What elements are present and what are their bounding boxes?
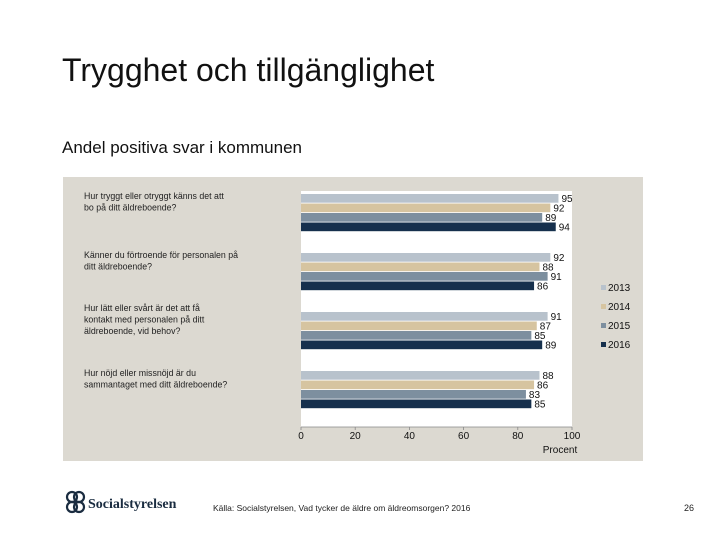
bar-2015-4 (301, 390, 526, 399)
data-label-2015-2: 91 (551, 272, 563, 283)
data-label-2015-1: 89 (545, 213, 557, 224)
legend-label-2016: 2016 (608, 340, 631, 351)
bar-2016-2 (301, 281, 535, 291)
data-label-2014-3: 87 (540, 322, 552, 333)
bar-2013-3 (301, 312, 548, 321)
category-label-4: Hur nöjd eller missnöjd är du sammantaget… (84, 368, 227, 390)
socialstyrelsen-logo: Socialstyrelsen (65, 490, 177, 514)
legend-label-2013: 2013 (608, 283, 631, 294)
x-tick-label-80: 80 (512, 431, 524, 442)
x-tick-label-60: 60 (458, 431, 470, 442)
data-label-2013-2: 92 (553, 253, 565, 264)
data-label-2013-1: 95 (561, 194, 573, 205)
data-label-2013-3: 91 (551, 312, 563, 323)
slide-title: Trygghet och tillgänglighet (62, 52, 435, 88)
bar-2016-1 (301, 222, 556, 232)
legend-label-2014: 2014 (608, 302, 631, 313)
bar-2016-4 (301, 399, 532, 409)
x-tick-label-40: 40 (404, 431, 416, 442)
legend-label-2015: 2015 (608, 321, 631, 332)
data-label-2016-3: 89 (545, 341, 557, 352)
chart-panel: 95 92 89 94 Hur tryggt eller otryggt känns d… (63, 177, 643, 461)
legend-swatch-2013 (601, 285, 606, 290)
bar-2014-1 (301, 203, 551, 213)
bar-2014-2 (301, 262, 540, 272)
data-label-2015-4: 83 (529, 390, 541, 401)
legend-swatch-2016 (601, 342, 606, 347)
category-label-2: Känner du förtroende för personalen på di… (84, 250, 238, 272)
bar-2014-3 (301, 321, 537, 331)
legend-swatch-2014 (601, 304, 606, 309)
logo-wordmark: Socialstyrelsen (88, 497, 177, 512)
x-axis-title: Procent (543, 445, 578, 456)
bar-2013-1 (301, 194, 559, 203)
x-tick-label-100: 100 (564, 431, 581, 442)
data-label-2014-2: 88 (542, 263, 554, 274)
slide-subtitle: Andel positiva svar i kommunen (62, 138, 303, 157)
x-tick-label-0: 0 (298, 431, 304, 442)
data-label-2014-1: 92 (553, 204, 565, 215)
bar-2015-3 (301, 331, 532, 340)
bar-2014-4 (301, 380, 535, 390)
bar-2015-2 (301, 272, 548, 281)
data-label-2016-2: 86 (537, 282, 549, 293)
data-label-2013-4: 88 (542, 371, 554, 382)
data-label-2014-4: 86 (537, 381, 549, 392)
bar-2013-2 (301, 253, 551, 262)
category-label-1: Hur tryggt eller otryggt känns det att bo… (84, 191, 224, 213)
bar-2015-1 (301, 213, 543, 222)
source-note: Källa: Socialstyrelsen, Vad tycker de äl… (213, 503, 471, 513)
page-number: 26 (684, 503, 695, 513)
data-label-2015-3: 85 (534, 331, 546, 342)
data-label-2016-4: 85 (534, 400, 546, 411)
category-label-3: Hur lätt eller svårt är det att få kontak… (84, 303, 205, 336)
data-label-2016-1: 94 (559, 223, 571, 234)
x-tick-label-20: 20 (350, 431, 362, 442)
bar-2013-4 (301, 371, 540, 380)
legend-swatch-2015 (601, 323, 606, 328)
bar-2016-3 (301, 340, 543, 350)
